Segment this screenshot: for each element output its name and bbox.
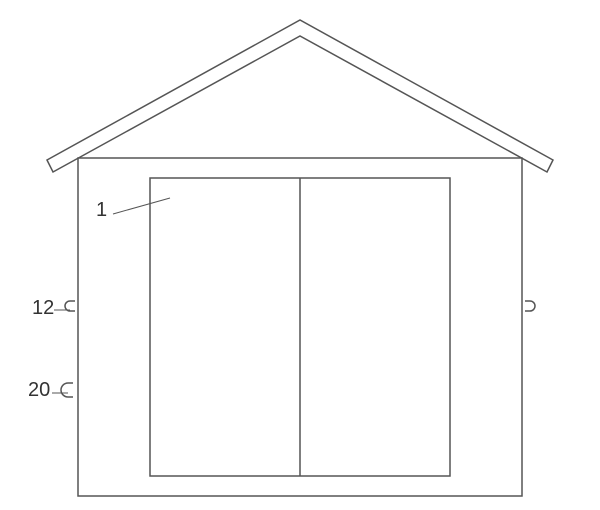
house-diagram: 1 12 20 <box>0 0 600 510</box>
label-1: 1 <box>96 199 107 221</box>
label-12: 12 <box>32 297 54 319</box>
label-20: 20 <box>28 379 50 401</box>
